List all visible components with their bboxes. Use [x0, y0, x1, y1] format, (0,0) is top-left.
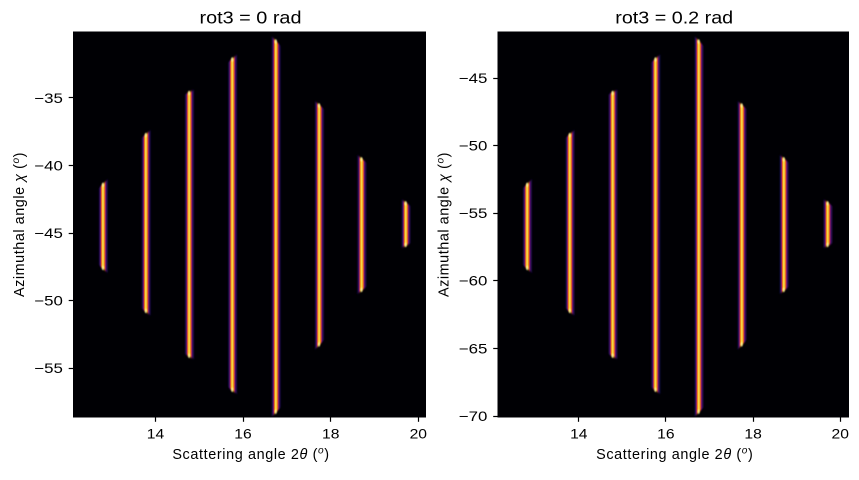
- svg-text:−45: −45: [34, 225, 63, 241]
- svg-text:Azimuthal angle χ (o): Azimuthal angle χ (o): [435, 152, 452, 297]
- svg-text:−50: −50: [459, 138, 488, 154]
- svg-text:Scattering angle 2θ (o): Scattering angle 2θ (o): [596, 446, 753, 463]
- svg-text:20: 20: [410, 425, 428, 441]
- svg-text:−60: −60: [459, 273, 488, 289]
- svg-text:Scattering angle 2θ (o): Scattering angle 2θ (o): [172, 446, 329, 463]
- svg-text:rot3 = 0 rad: rot3 = 0 rad: [200, 8, 302, 28]
- svg-text:−50: −50: [34, 293, 63, 309]
- svg-text:−35: −35: [34, 90, 63, 106]
- svg-text:14: 14: [147, 425, 165, 441]
- svg-text:16: 16: [657, 425, 675, 441]
- svg-text:−40: −40: [34, 157, 63, 173]
- svg-text:−55: −55: [459, 205, 488, 221]
- svg-text:−55: −55: [34, 360, 63, 376]
- svg-text:−70: −70: [459, 408, 488, 424]
- svg-text:rot3 = 0.2 rad: rot3 = 0.2 rad: [615, 8, 733, 28]
- svg-text:−65: −65: [459, 340, 488, 356]
- svg-text:18: 18: [744, 425, 762, 441]
- svg-text:20: 20: [832, 425, 850, 441]
- svg-text:−45: −45: [459, 70, 488, 86]
- svg-text:Azimuthal angle χ (o): Azimuthal angle χ (o): [11, 152, 28, 297]
- svg-text:14: 14: [570, 425, 588, 441]
- svg-text:18: 18: [322, 425, 340, 441]
- svg-text:16: 16: [234, 425, 252, 441]
